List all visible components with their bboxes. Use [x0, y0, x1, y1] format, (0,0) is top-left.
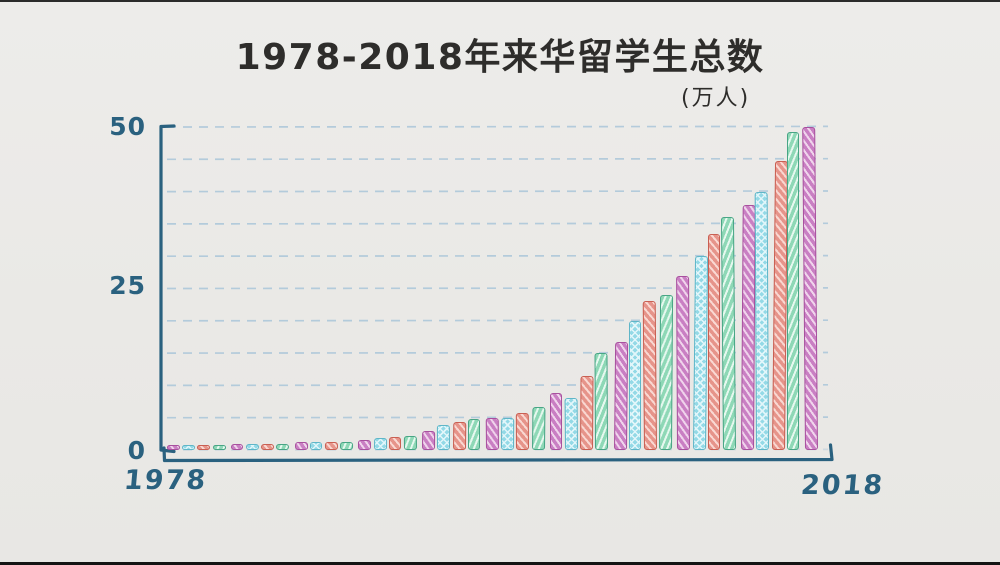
letterbox-top — [0, 0, 1000, 2]
bar-2014 — [741, 204, 756, 451]
bar-2004 — [580, 375, 594, 451]
bar-1989 — [340, 441, 353, 451]
bar-1988 — [324, 441, 338, 451]
y-axis-tick-50: 50 — [109, 112, 146, 141]
bar-2008 — [642, 301, 657, 451]
unit-label: (万人) — [681, 86, 751, 111]
chart-title: 1978-2018年来华留学生总数 — [235, 37, 765, 78]
bar-2013 — [720, 217, 736, 451]
bar-1983 — [245, 444, 259, 451]
bar-1998 — [485, 417, 499, 451]
bar-2016 — [771, 160, 788, 451]
y-axis-tick-25: 25 — [109, 271, 146, 300]
gridline-50 — [166, 125, 829, 128]
bar-2005 — [594, 353, 608, 451]
bar-2000 — [516, 413, 529, 451]
bar-1980 — [197, 444, 210, 451]
bar-1993 — [403, 435, 417, 451]
bar-2009 — [659, 294, 673, 451]
bar-1982 — [230, 444, 244, 450]
bar-1997 — [467, 418, 481, 450]
bar-1995 — [437, 425, 450, 451]
y-axis-line — [159, 124, 176, 454]
x-axis-line — [162, 443, 834, 463]
bar-2002 — [549, 393, 563, 450]
bar-1994 — [422, 430, 435, 451]
bar-1979 — [182, 444, 195, 451]
bar-1984 — [261, 444, 274, 451]
letterbox-bottom — [0, 562, 1000, 565]
bar-1978 — [166, 444, 180, 451]
bar-1991 — [373, 438, 387, 451]
bar-1987 — [309, 442, 323, 450]
gridline-40 — [166, 190, 829, 193]
bar-1986 — [294, 442, 308, 451]
gridline-45 — [166, 157, 829, 161]
bar-2017 — [786, 131, 800, 450]
bar-2010 — [676, 275, 690, 451]
bar-1990 — [358, 440, 371, 451]
gridline-35 — [166, 222, 829, 225]
bar-2003 — [564, 398, 578, 451]
bar-2015 — [755, 191, 769, 451]
bar-2012 — [707, 233, 721, 450]
bar-2011 — [692, 256, 708, 451]
bar-2006 — [613, 342, 628, 451]
bar-2001 — [531, 406, 545, 451]
bar-2007 — [628, 320, 642, 450]
bar-1999 — [501, 417, 514, 451]
bar-1985 — [276, 443, 289, 451]
y-axis-tick-0: 0 — [127, 436, 146, 465]
bar-1996 — [452, 422, 466, 451]
bar-1981 — [212, 444, 226, 451]
bar-1992 — [388, 437, 402, 450]
